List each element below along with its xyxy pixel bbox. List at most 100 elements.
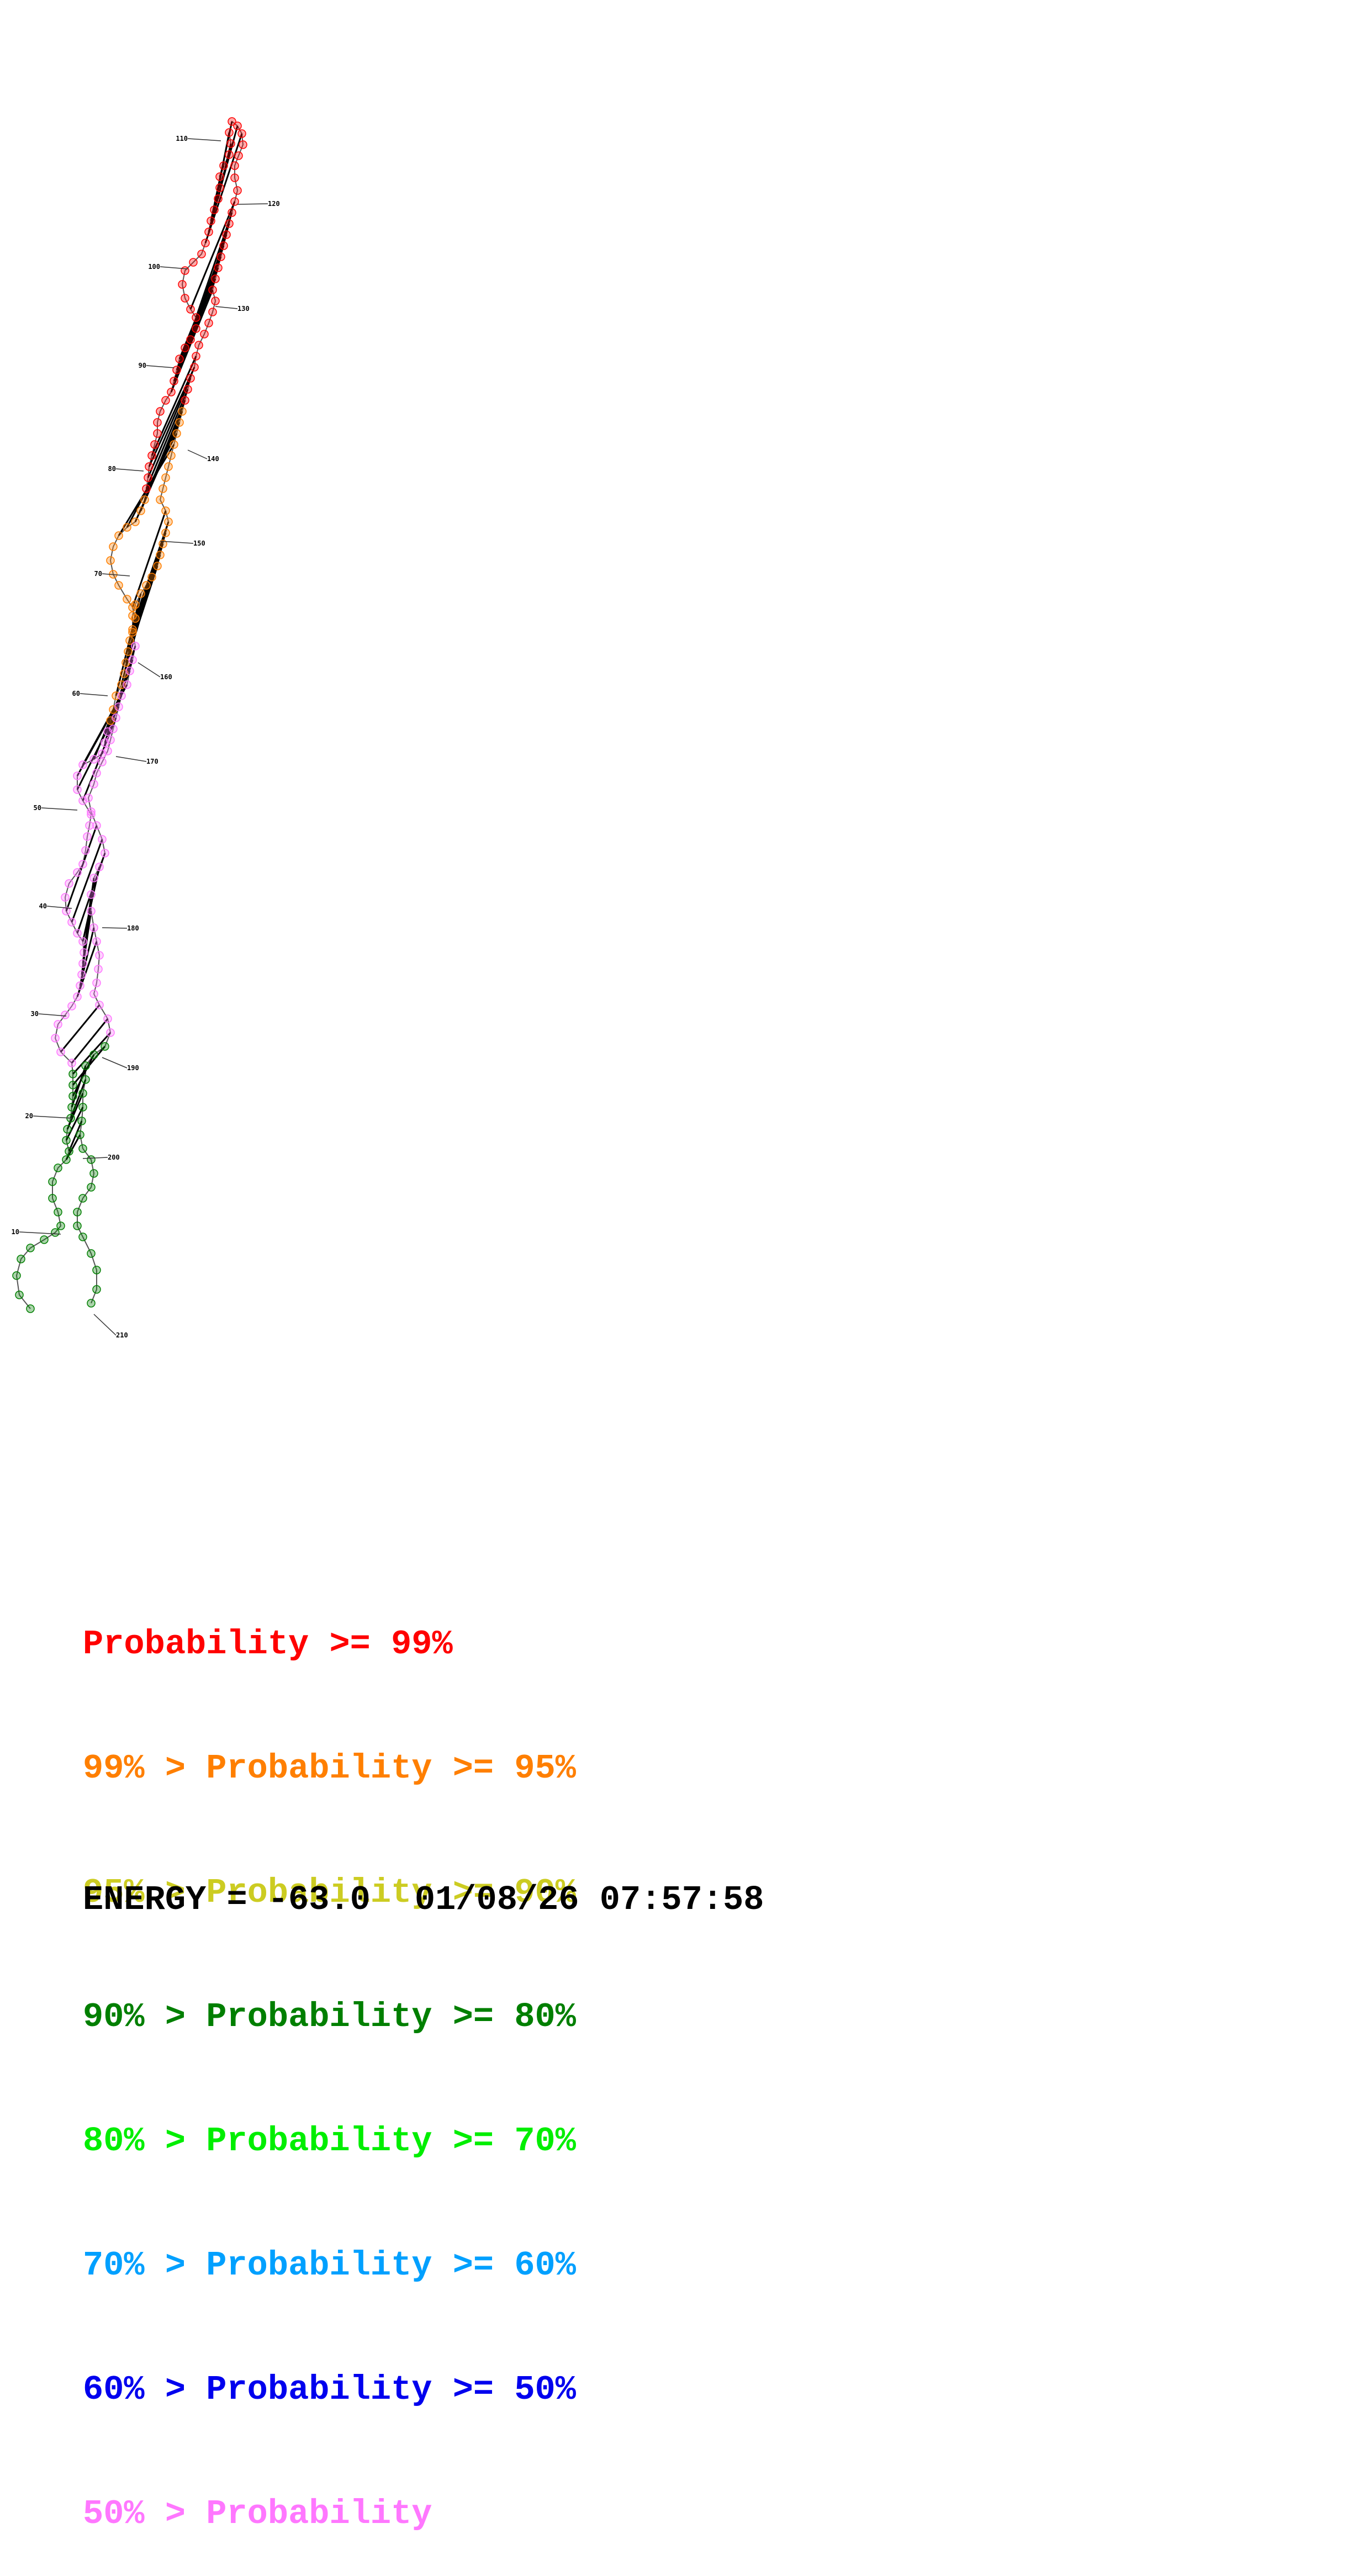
nucleotide: [128, 628, 137, 637]
base-pair-line: [65, 1107, 84, 1141]
legend-prefix: 60% >: [83, 2370, 207, 2409]
nucleotide: [78, 860, 87, 869]
nucleotide: [103, 747, 112, 755]
legend-row: Probability >= 99%: [83, 1623, 576, 1665]
position-label: 200: [108, 1154, 120, 1161]
nucleotide: [67, 1103, 76, 1112]
nucleotide: [190, 363, 199, 372]
legend-row: 99% > Probability >= 95%: [83, 1748, 576, 1789]
base-pair-line: [76, 853, 106, 934]
timestamp: 01/08/26 07:57:58: [414, 1880, 764, 1919]
nucleotide: [128, 611, 137, 620]
position-label: 70: [94, 570, 102, 578]
nucleotide: [181, 396, 189, 405]
base-pair-line: [219, 154, 230, 188]
nucleotide: [67, 1059, 76, 1067]
position-leader-line: [102, 1057, 128, 1069]
nucleotide: [94, 965, 103, 974]
nucleotide: [114, 702, 123, 711]
nucleotide: [226, 139, 235, 148]
base-pair-line: [72, 1032, 112, 1075]
nucleotide: [54, 1163, 62, 1172]
nucleotide: [62, 907, 71, 916]
nucleotide: [84, 794, 93, 802]
nucleotide: [81, 1061, 90, 1070]
nucleotide: [230, 197, 239, 206]
legend-text: Probability >= 60%: [206, 2246, 576, 2285]
position-leader-line: [115, 756, 147, 762]
nucleotide: [15, 1290, 24, 1299]
legend-row: 60% > Probability >= 50%: [83, 2369, 576, 2410]
nucleotide: [201, 239, 210, 247]
nucleotide: [140, 495, 149, 504]
nucleotide: [87, 810, 96, 819]
nucleotide: [167, 451, 176, 460]
nucleotide: [153, 562, 162, 570]
nucleotide: [77, 970, 86, 979]
position-leader-line: [46, 906, 72, 909]
position-label: 170: [146, 758, 158, 765]
nucleotide: [92, 769, 101, 777]
legend-text: Probability >= 95%: [206, 1749, 576, 1788]
position-label: 210: [116, 1331, 128, 1339]
position-leader-line: [33, 1115, 72, 1119]
position-leader-line: [160, 266, 188, 269]
position-leader-line: [80, 693, 108, 696]
nucleotide: [214, 263, 223, 272]
nucleotide: [181, 294, 189, 303]
position-label: 40: [39, 902, 47, 910]
nucleotide: [175, 418, 184, 427]
nucleotide: [156, 407, 165, 416]
nucleotide: [68, 1092, 77, 1101]
nucleotide: [76, 981, 84, 990]
energy-value: ENERGY = -63.0: [83, 1880, 371, 1919]
nucleotide: [161, 396, 170, 405]
legend-prefix: 70% >: [83, 2246, 207, 2285]
nucleotide: [123, 680, 131, 689]
nucleotide: [65, 1147, 73, 1156]
nucleotide: [78, 1194, 87, 1203]
nucleotide: [87, 1183, 96, 1192]
nucleotide: [106, 1028, 115, 1037]
nucleotide: [189, 258, 198, 267]
nucleotide: [117, 691, 126, 700]
nucleotide: [158, 484, 167, 493]
nucleotide: [131, 600, 140, 609]
base-pair-line: [129, 543, 164, 641]
base-pair-line: [72, 1046, 106, 1086]
nucleotide: [81, 846, 90, 855]
nucleotide: [230, 173, 239, 182]
nucleotide: [73, 868, 82, 877]
position-leader-line: [82, 1157, 108, 1159]
nucleotide: [153, 418, 162, 427]
base-pair-line: [60, 1004, 101, 1052]
legend-row: 50% > Probability: [83, 2493, 576, 2535]
nucleotide: [147, 573, 156, 581]
nucleotide: [78, 1144, 87, 1153]
nucleotide: [164, 462, 173, 471]
base-pair-line: [65, 825, 98, 912]
nucleotide: [17, 1255, 25, 1263]
nucleotide: [161, 473, 170, 482]
nucleotide: [78, 1233, 87, 1241]
base-pair-line: [145, 389, 189, 489]
position-label: 130: [237, 305, 250, 313]
nucleotide: [181, 343, 189, 352]
nucleotide: [106, 556, 115, 565]
nucleotide: [204, 228, 213, 236]
nucleotide: [77, 1117, 86, 1125]
nucleotide: [200, 330, 209, 338]
position-label: 80: [108, 465, 116, 473]
nucleotide: [225, 150, 234, 159]
nucleotide: [225, 219, 234, 228]
nucleotide: [89, 780, 98, 789]
nucleotide: [216, 252, 225, 261]
position-label: 100: [148, 263, 160, 271]
nucleotide: [92, 937, 101, 946]
legend-prefix: 99% >: [83, 1749, 207, 1788]
nucleotide: [211, 274, 220, 283]
nucleotide: [131, 517, 140, 526]
legend-text: Probability >= 80%: [206, 1997, 576, 2037]
nucleotide: [81, 1075, 90, 1084]
nucleotide: [186, 335, 195, 344]
